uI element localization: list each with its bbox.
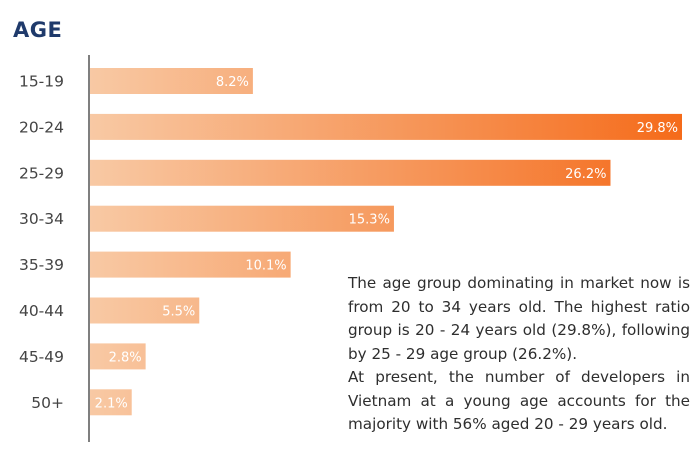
value-label: 26.2% <box>565 167 606 182</box>
category-labels-group: 15-19 20-24 25-29 30-34 35-39 40-44 45-49 50+ <box>19 73 64 412</box>
bar-30-34 <box>90 205 394 232</box>
description-text: The age group dominating in market now i… <box>348 272 690 437</box>
category-label: 40-44 <box>19 302 64 320</box>
chart-title: AGE <box>13 18 63 42</box>
category-label: 45-49 <box>19 348 64 366</box>
category-label: 35-39 <box>19 256 64 274</box>
value-label: 29.8% <box>637 121 678 136</box>
category-label: 30-34 <box>19 210 64 228</box>
bar-15-19 <box>90 68 253 94</box>
value-label: 15.3% <box>349 213 390 228</box>
category-label: 15-19 <box>19 73 64 91</box>
category-label: 25-29 <box>19 164 64 182</box>
bar-45-49 <box>90 343 146 370</box>
description-paragraph-2: At present, the number of developers in … <box>348 368 690 433</box>
bar-25-29 <box>90 159 611 186</box>
bar-40-44 <box>90 297 200 324</box>
value-label: 8.2% <box>216 75 249 90</box>
value-label: 10.1% <box>245 259 286 274</box>
value-label: 2.1% <box>95 396 128 411</box>
value-labels-group: 8.2% 29.8% 26.2% 15.3% 10.1% 5.5% 2.8% 2.1% <box>95 75 678 411</box>
bar-35-39 <box>90 251 291 278</box>
value-label: 2.8% <box>109 350 142 365</box>
category-label: 50+ <box>31 394 64 412</box>
bar-50+ <box>90 389 132 416</box>
bar-20-24 <box>90 113 682 140</box>
description-paragraph-1: The age group dominating in market now i… <box>348 274 690 363</box>
bars-group <box>90 68 682 416</box>
value-label: 5.5% <box>162 305 195 320</box>
category-label: 20-24 <box>19 118 64 136</box>
